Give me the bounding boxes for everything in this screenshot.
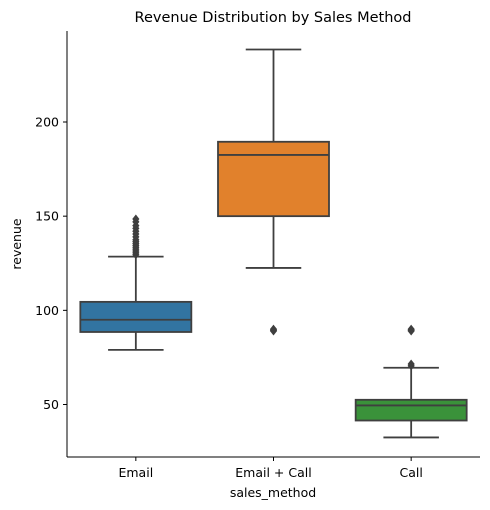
- outlier-point: [269, 324, 278, 334]
- box-group-3: [354, 324, 468, 439]
- y-tick-label: 50: [43, 397, 59, 412]
- y-tick-label: 100: [35, 303, 59, 318]
- y-axis-label: revenue: [9, 218, 24, 269]
- x-tick-label: Call: [399, 465, 422, 480]
- y-tick-label: 150: [35, 209, 59, 224]
- x-tick-label: Email + Call: [235, 465, 311, 480]
- x-axis-label: sales_method: [230, 485, 316, 500]
- iqr-box: [217, 140, 330, 218]
- box-group-1: [79, 214, 193, 351]
- box-group-2: [217, 48, 330, 336]
- y-tick-label: 200: [35, 115, 59, 130]
- iqr-box: [354, 398, 468, 422]
- outlier-point: [407, 359, 415, 369]
- iqr-box: [79, 300, 193, 333]
- outlier-point: [132, 214, 140, 224]
- outlier-point: [407, 324, 415, 334]
- x-tick-label: Email: [118, 465, 153, 480]
- plot-area: [79, 48, 468, 439]
- chart-title: Revenue Distribution by Sales Method: [135, 10, 412, 26]
